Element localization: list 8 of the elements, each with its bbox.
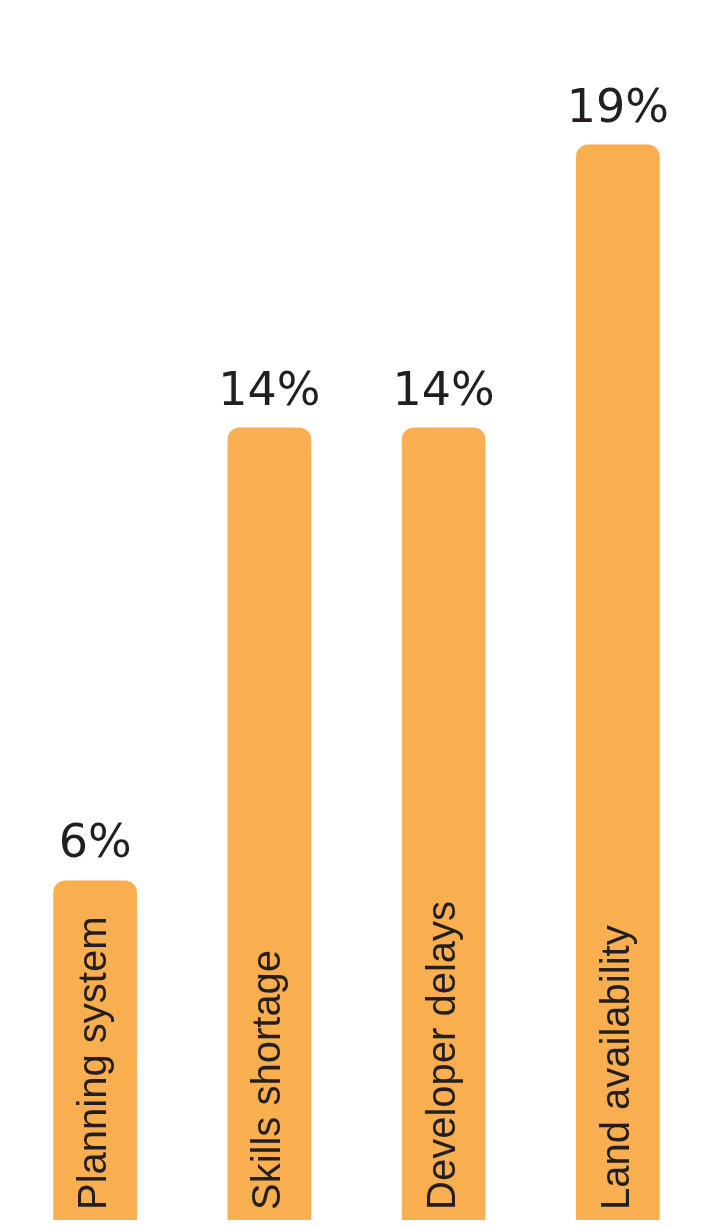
data-label: 14% bbox=[218, 361, 321, 416]
data-label: 6% bbox=[58, 814, 132, 869]
x-tick-label: Planning system bbox=[70, 916, 115, 1210]
data-label: 19% bbox=[566, 78, 669, 133]
data-label: 14% bbox=[392, 361, 495, 416]
x-tick-label: Land availability bbox=[592, 925, 637, 1210]
x-tick-label: Skills shortage bbox=[244, 949, 289, 1210]
x-tick-label: Developer delays bbox=[418, 900, 463, 1210]
